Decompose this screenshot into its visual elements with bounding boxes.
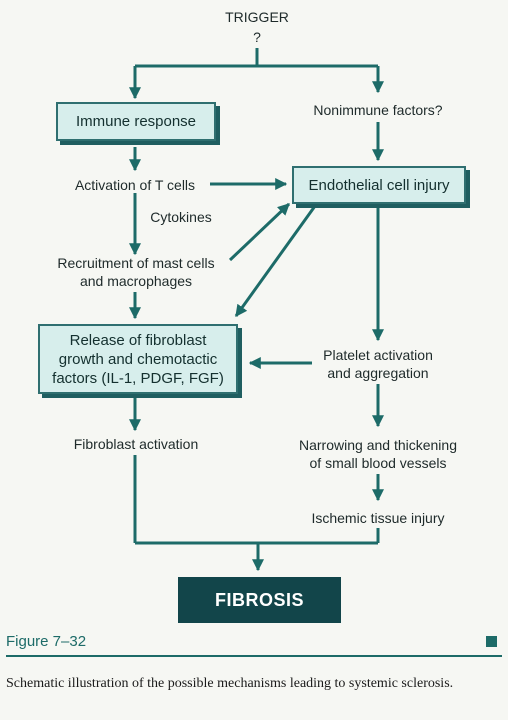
recruitment-line-2: and macrophages bbox=[79, 273, 193, 289]
fibroblast-activation-label: Fibroblast activation bbox=[73, 436, 199, 452]
figure-divider bbox=[6, 655, 502, 657]
platelet-line-1: Platelet activation bbox=[323, 347, 433, 363]
trigger-question: ? bbox=[253, 29, 261, 45]
figure-number: Figure 7–32 bbox=[6, 633, 87, 650]
endothelial-injury-label: Endothelial cell injury bbox=[308, 176, 450, 194]
figure-caption: Schematic illustration of the possible m… bbox=[6, 676, 454, 691]
immune-response-box: Immune response bbox=[56, 102, 216, 141]
fibrosis-label: FIBROSIS bbox=[214, 589, 304, 610]
immune-response-label: Immune response bbox=[75, 113, 197, 130]
cytokines-label: Cytokines bbox=[150, 209, 212, 225]
nonimmune-factors-label: Nonimmune factors? bbox=[313, 102, 443, 118]
ischemic-injury-label: Ischemic tissue injury bbox=[311, 510, 445, 526]
arrow-endothelial-to-release bbox=[234, 205, 317, 317]
release-line-2: growth and chemotactic bbox=[58, 350, 218, 368]
recruitment-label: Recruitment of mast cells and macrophage… bbox=[38, 254, 234, 290]
figure-marker-square bbox=[486, 636, 497, 647]
narrowing-line-1: Narrowing and thickening bbox=[299, 437, 457, 453]
release-factors-box: Release of fibroblast growth and chemota… bbox=[38, 324, 238, 394]
release-line-3: factors (IL-1, PDGF, FGF) bbox=[52, 369, 224, 387]
fibrosis-box: FIBROSIS bbox=[178, 577, 341, 623]
recruitment-line-1: Recruitment of mast cells bbox=[57, 255, 215, 271]
trigger-label: TRIGGER bbox=[225, 9, 289, 25]
arrow-recruitment-to-endothelial bbox=[228, 202, 291, 262]
tcell-activation-label: Activation of T cells bbox=[74, 177, 196, 193]
platelet-line-2: and aggregation bbox=[327, 365, 429, 381]
narrowing-line-2: of small blood vessels bbox=[309, 455, 447, 471]
platelet-label: Platelet activation and aggregation bbox=[303, 346, 453, 382]
endothelial-injury-box: Endothelial cell injury bbox=[292, 166, 466, 204]
narrowing-label: Narrowing and thickening of small blood … bbox=[283, 436, 473, 472]
release-line-1: Release of fibroblast bbox=[69, 331, 207, 349]
